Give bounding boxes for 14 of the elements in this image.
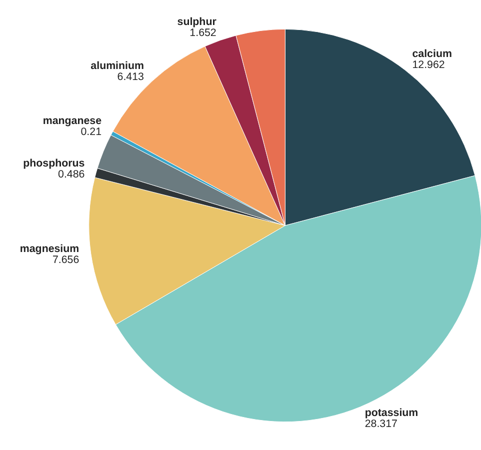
- data-label: 6.413: [117, 70, 144, 83]
- data-label: 28.317: [364, 418, 398, 430]
- data-label: 0.21: [80, 126, 102, 138]
- slice-label: magnesium: [20, 242, 80, 255]
- data-label: 1.652: [190, 27, 216, 40]
- data-label: 12.962: [412, 58, 445, 71]
- slice-label: calcium: [412, 48, 452, 60]
- slice-label: phosphorus: [23, 157, 85, 170]
- slice-label: aluminium: [90, 60, 144, 72]
- data-label: 0.486: [58, 168, 85, 180]
- data-label: 7.656: [52, 254, 80, 266]
- slice-label: sulphur: [177, 16, 216, 28]
- slice-label: manganese: [42, 115, 102, 128]
- slice-label: potassium: [364, 406, 418, 419]
